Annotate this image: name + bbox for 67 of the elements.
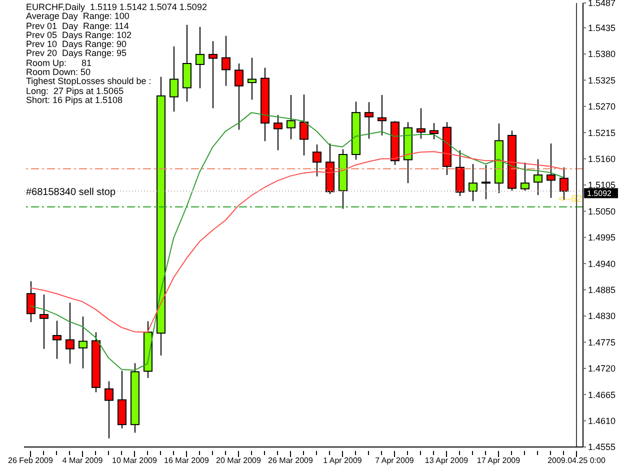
candlestick <box>300 94 308 156</box>
annotation: Prev 05 Days Range: 102 <box>26 30 133 40</box>
candlestick <box>482 164 490 200</box>
x-tick-label: 20 Mar 2009 <box>216 456 262 465</box>
candlestick <box>52 320 62 360</box>
y-tick-label: 1.4665 <box>588 390 616 400</box>
candlestick <box>234 63 244 130</box>
y-tick-label: 1.4830 <box>588 311 616 322</box>
y-tick-label: 1.4940 <box>588 258 616 269</box>
y-tick-label: 1.4995 <box>588 232 616 243</box>
annotation: Prev 10 Days Range: 90 <box>26 39 128 50</box>
annotation: Short: 16 Pips at 1.5108 <box>26 94 124 106</box>
candlestick <box>196 26 204 89</box>
ref-line-label: #68158340 sell stop <box>26 186 116 198</box>
annotation: Average Day Range: 100 <box>26 11 130 22</box>
y-tick-label: 1.4555 <box>588 442 616 452</box>
annotation: Prev 01 Day Range: 114 <box>26 20 130 31</box>
y-tick-label: 1.5435 <box>588 22 616 33</box>
candlestick <box>546 143 556 198</box>
x-tick-label: 16 Mar 2009 <box>164 456 210 465</box>
x-tick-label: 10 Mar 2009 <box>112 456 158 465</box>
candlestick <box>378 94 386 136</box>
candlestick <box>104 380 114 439</box>
annotation: Tighest StopLosses should be : <box>26 76 152 87</box>
y-tick-label: 1.4885 <box>588 284 616 295</box>
candlestick <box>364 102 374 140</box>
candlestick <box>416 108 426 140</box>
x-tick-label: 26 Mar 2009 <box>268 456 314 465</box>
candlestick <box>40 294 48 350</box>
y-tick-label: 1.5270 <box>588 102 616 112</box>
y-tick-label: 1.5215 <box>588 128 616 138</box>
x-tick-label: 4 Mar 2009 <box>62 456 104 465</box>
y-tick-label: 1.5380 <box>588 49 616 60</box>
y-tick-label: 1.5487 <box>588 0 616 8</box>
y-tick-label: 1.5325 <box>588 75 616 86</box>
candlestick <box>66 302 74 364</box>
x-tick-label: 26 Feb 2009 <box>8 456 54 465</box>
candlestick <box>520 162 530 192</box>
y-tick-label: 1.5105 <box>588 180 616 190</box>
annotation: Prev 20 Days Range: 95 <box>26 48 128 59</box>
y-tick-label: 1.4610 <box>588 416 616 426</box>
annotation: Room Up: 81 <box>26 58 92 68</box>
candlestick <box>170 46 178 112</box>
candlestick <box>78 316 88 369</box>
y-tick-label: 1.5160 <box>588 154 616 164</box>
chart-title: EURCHF,Daily 1.5119 1.5142 1.5074 1.5092 <box>26 2 207 12</box>
x-tick-label: 17 Apr 2009 <box>476 456 521 465</box>
candlestick <box>312 144 322 177</box>
candlestick <box>222 35 230 86</box>
candlestick <box>286 94 296 140</box>
x-tick-label: 2009.04.25 0:00 <box>548 456 606 465</box>
candlestick <box>248 57 256 100</box>
y-tick-label: 1.4775 <box>588 337 616 348</box>
x-tick-label: 1 Apr 2009 <box>323 456 362 465</box>
x-tick-label: 7 Apr 2009 <box>375 456 414 465</box>
annotation: Long: 27 Pips at 1.5065 <box>26 86 125 96</box>
candlestick <box>274 114 282 151</box>
annotation: Room Down: 50 <box>26 67 92 78</box>
candlestick <box>430 122 438 140</box>
candlestick <box>468 164 478 202</box>
y-tick-label: 1.4720 <box>588 364 616 374</box>
ref-line-label: 1.5092 <box>587 189 612 198</box>
candlestick <box>534 158 542 196</box>
y-tick-label: 1.5050 <box>588 206 616 216</box>
candlestick <box>208 40 218 109</box>
candlestick <box>26 280 36 323</box>
x-tick-label: 13 Apr 2009 <box>424 456 469 465</box>
